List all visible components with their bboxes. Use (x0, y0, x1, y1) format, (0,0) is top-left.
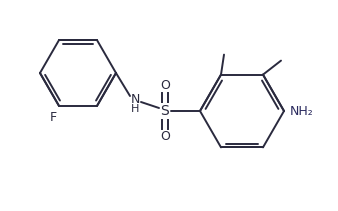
Text: H: H (131, 104, 139, 114)
Text: F: F (49, 111, 56, 124)
Text: S: S (161, 104, 169, 118)
Text: O: O (160, 78, 170, 92)
Text: O: O (160, 130, 170, 143)
Text: N: N (130, 92, 140, 106)
Text: NH₂: NH₂ (290, 104, 314, 118)
